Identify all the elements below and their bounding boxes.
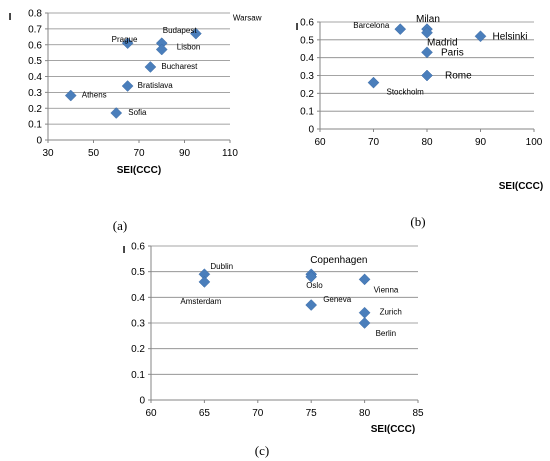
data-point-stockholm bbox=[367, 76, 380, 89]
x-axis-title: SEI(CCC) bbox=[117, 165, 161, 176]
y-tick-label: 0.5 bbox=[300, 35, 314, 46]
y-tick-label: 0.7 bbox=[28, 24, 42, 35]
x-tick-label: 60 bbox=[314, 137, 326, 148]
point-label-rome: Rome bbox=[445, 71, 472, 82]
y-tick-label: 0.4 bbox=[300, 53, 314, 64]
data-point-amsterdam bbox=[198, 276, 211, 288]
y-tick-label: 0 bbox=[36, 136, 42, 147]
data-point-madrid bbox=[421, 26, 433, 39]
figure-caption: (a) bbox=[113, 218, 127, 233]
point-label-bucharest: Bucharest bbox=[161, 62, 198, 71]
y-tick-label: 0.6 bbox=[28, 40, 42, 51]
y-tick-label: 0.3 bbox=[131, 319, 145, 330]
data-point-bucharest bbox=[144, 61, 157, 73]
point-label-paris: Paris bbox=[441, 47, 464, 58]
data-point-lisbon bbox=[155, 43, 168, 56]
y-tick-label: 0.6 bbox=[131, 242, 145, 253]
point-label-bratislava: Bratislava bbox=[138, 81, 174, 90]
data-point-oslo bbox=[305, 270, 318, 283]
data-point-paris bbox=[421, 46, 433, 59]
x-tick-label: 110 bbox=[222, 148, 238, 159]
y-tick-label: 0 bbox=[139, 396, 145, 407]
point-label-milan: Milan bbox=[416, 14, 440, 25]
data-point-helsinki bbox=[474, 30, 487, 43]
x-axis-title: SEI(CCC) bbox=[499, 181, 543, 192]
point-label-oslo: Oslo bbox=[306, 281, 323, 290]
x-tick-label: 85 bbox=[412, 408, 424, 419]
data-point-rome bbox=[421, 69, 433, 82]
x-tick-label: 70 bbox=[368, 137, 380, 148]
y-tick-label: 0.5 bbox=[131, 267, 145, 278]
y-axis-title: I bbox=[123, 245, 126, 256]
chart-c: 0 0.1 0.2 0.3 0.4 0.5 0.6 60 65 70 75 80 85 I SEI(CCC)… bbox=[123, 242, 424, 459]
y-axis-title: I bbox=[9, 12, 12, 23]
x-tick-label: 60 bbox=[145, 408, 157, 419]
point-label-athens: Athens bbox=[82, 91, 107, 100]
y-tick-label: 0.6 bbox=[300, 18, 314, 29]
point-label-berlin: Berlin bbox=[376, 329, 396, 338]
x-tick-label: 100 bbox=[526, 137, 543, 148]
point-label-helsinki: Helsinki bbox=[493, 31, 528, 42]
point-label-dublin: Dublin bbox=[210, 262, 233, 271]
x-tick-label: 70 bbox=[133, 148, 145, 159]
point-label-lisbon: Lisbon bbox=[177, 43, 201, 52]
point-label-budapest: Budapest bbox=[163, 26, 198, 35]
data-point-zurich bbox=[358, 306, 371, 319]
data-point-barcelona bbox=[394, 23, 407, 35]
y-tick-label: 0.1 bbox=[28, 120, 42, 131]
x-axis-title: SEI(CCC) bbox=[371, 424, 415, 435]
x-tick-label: 90 bbox=[179, 148, 191, 159]
data-point-athens bbox=[64, 89, 77, 102]
y-tick-label: 0.1 bbox=[300, 107, 314, 118]
figure-caption: (b) bbox=[410, 214, 425, 229]
y-tick-label: 0.2 bbox=[131, 344, 145, 355]
point-label-amsterdam: Amsterdam bbox=[180, 297, 221, 306]
y-tick-label: 0.2 bbox=[28, 104, 42, 115]
chart-a: 0 0.1 0.2 0.3 0.4 0.5 0.6 0.7 0.8 30 50 70 90 110 I SEI… bbox=[9, 9, 262, 234]
data-point-sofia bbox=[110, 107, 123, 119]
data-point-bratislava bbox=[121, 80, 134, 92]
point-label-madrid: Madrid bbox=[427, 38, 458, 49]
x-tick-label: 80 bbox=[359, 408, 371, 419]
data-point-berlin bbox=[358, 317, 371, 329]
y-tick-label: 0.3 bbox=[300, 71, 314, 82]
point-label-geneva: Geneva bbox=[323, 295, 352, 304]
data-point-warsaw bbox=[190, 27, 202, 40]
point-label-sofia: Sofia bbox=[128, 108, 147, 117]
x-tick-label: 30 bbox=[42, 148, 54, 159]
y-tick-label: 0.5 bbox=[28, 56, 42, 67]
y-tick-label: 0.4 bbox=[28, 72, 42, 83]
y-axis-title: I bbox=[296, 22, 299, 33]
point-label-warsaw: Warsaw bbox=[233, 14, 262, 23]
y-tick-label: 0.4 bbox=[131, 293, 145, 304]
y-tick-label: 0.8 bbox=[28, 9, 42, 20]
point-label-stockholm: Stockholm bbox=[387, 88, 425, 97]
figure-caption: (c) bbox=[255, 443, 269, 458]
y-tick-label: 0.1 bbox=[131, 370, 145, 381]
x-tick-label: 90 bbox=[475, 137, 487, 148]
point-label-zurich: Zurich bbox=[380, 308, 402, 317]
x-tick-label: 65 bbox=[199, 408, 211, 419]
point-label-barcelona: Barcelona bbox=[353, 21, 390, 30]
data-point-vienna bbox=[358, 273, 371, 286]
x-tick-label: 75 bbox=[306, 408, 318, 419]
data-point-geneva bbox=[305, 299, 318, 311]
y-tick-label: 0.3 bbox=[28, 88, 42, 99]
chart-b: 0 0.1 0.2 0.3 0.4 0.5 0.6 60 70 80 90 100 I SEI(CCC) (… bbox=[296, 14, 544, 229]
x-tick-label: 80 bbox=[421, 137, 433, 148]
y-tick-label: 0.2 bbox=[300, 89, 314, 100]
x-tick-label: 70 bbox=[252, 408, 264, 419]
point-label-prague: Prague bbox=[112, 35, 138, 44]
point-label-vienna: Vienna bbox=[374, 285, 399, 294]
y-tick-label: 0 bbox=[308, 125, 314, 136]
data-point-prague bbox=[121, 37, 134, 50]
point-label-copenhagen: Copenhagen bbox=[310, 255, 367, 266]
x-tick-label: 50 bbox=[88, 148, 100, 159]
